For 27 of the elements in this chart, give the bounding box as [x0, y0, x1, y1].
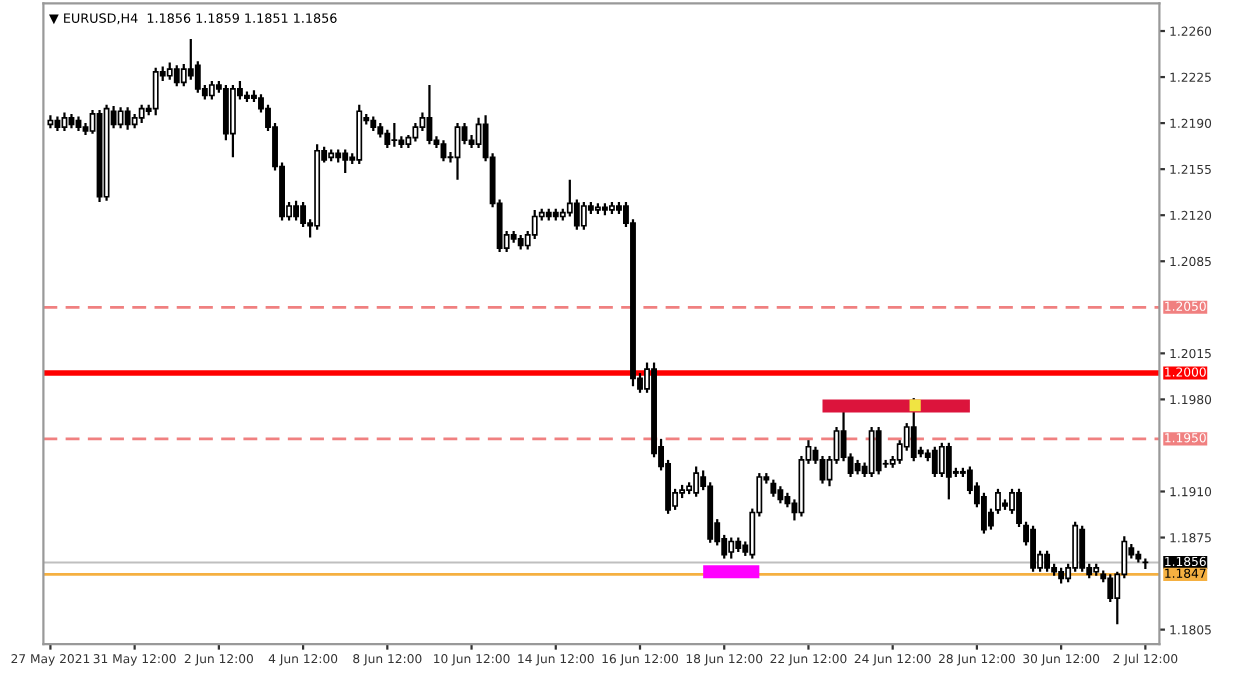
- candlestick: [117, 106, 124, 130]
- candlestick: [868, 425, 875, 479]
- candlestick: [152, 66, 159, 117]
- candlestick: [475, 116, 482, 150]
- candlestick: [945, 441, 952, 501]
- candlestick: [138, 103, 145, 125]
- candlestick: [173, 64, 180, 88]
- candlestick: [61, 111, 68, 133]
- candlestick: [208, 79, 215, 101]
- candlestick: [693, 465, 700, 498]
- candlestick: [426, 83, 433, 146]
- candlestick: [728, 536, 735, 560]
- candlestick: [222, 83, 229, 142]
- candlestick: [931, 445, 938, 479]
- candlestick: [1107, 573, 1114, 604]
- candlestick: [391, 122, 398, 148]
- candlestick: [229, 83, 236, 159]
- candlestick: [293, 199, 300, 222]
- candlestick: [1030, 524, 1037, 573]
- candlestick: [875, 425, 882, 476]
- candlestick: [580, 200, 587, 231]
- candlestick: [124, 106, 131, 131]
- candlestick: [1079, 524, 1086, 573]
- candlestick: [342, 148, 349, 175]
- candlestick: [938, 441, 945, 479]
- candlestick: [384, 128, 391, 150]
- candlestick: [1044, 549, 1051, 573]
